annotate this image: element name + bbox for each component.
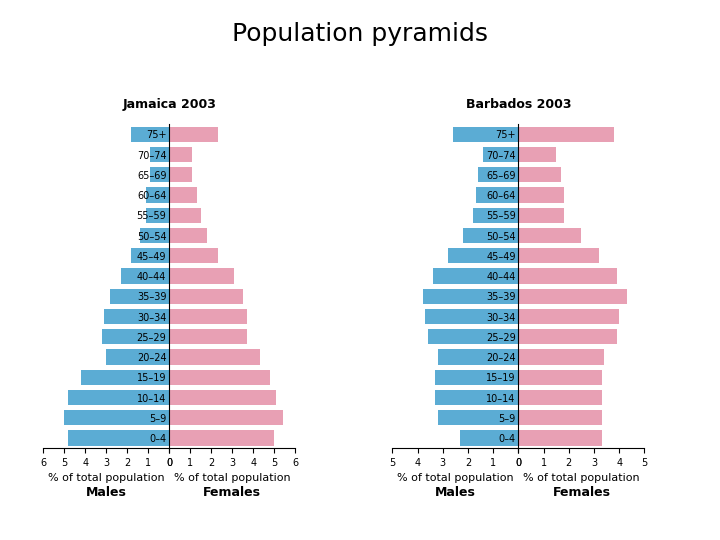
Bar bbox=[461, 430, 518, 445]
Bar bbox=[146, 187, 169, 202]
Bar bbox=[68, 430, 169, 445]
Bar bbox=[169, 248, 217, 264]
Bar bbox=[81, 370, 169, 385]
Bar bbox=[518, 167, 562, 183]
Bar bbox=[107, 349, 169, 364]
Text: Females: Females bbox=[203, 486, 261, 499]
Bar bbox=[169, 289, 243, 304]
Bar bbox=[425, 309, 518, 324]
Bar bbox=[518, 208, 564, 223]
Bar bbox=[150, 147, 169, 162]
Bar bbox=[518, 370, 601, 385]
Text: Barbados 2003: Barbados 2003 bbox=[466, 98, 571, 111]
Bar bbox=[169, 370, 270, 385]
Bar bbox=[140, 228, 169, 243]
Bar bbox=[518, 187, 564, 202]
Bar bbox=[463, 228, 518, 243]
Bar bbox=[435, 390, 518, 405]
Bar bbox=[102, 329, 169, 345]
Bar bbox=[518, 349, 604, 364]
Bar bbox=[518, 289, 626, 304]
Bar bbox=[64, 410, 169, 426]
Bar bbox=[428, 329, 518, 345]
Text: Males: Males bbox=[435, 486, 476, 499]
Bar bbox=[169, 268, 234, 284]
Bar bbox=[169, 349, 259, 364]
Bar bbox=[169, 410, 283, 426]
Bar bbox=[475, 187, 518, 202]
Bar bbox=[478, 167, 518, 183]
Bar bbox=[518, 410, 601, 426]
Bar bbox=[473, 208, 518, 223]
Bar bbox=[169, 228, 207, 243]
Bar bbox=[453, 127, 518, 142]
Bar bbox=[169, 329, 247, 345]
X-axis label: % of total population: % of total population bbox=[174, 474, 290, 483]
Bar bbox=[518, 390, 601, 405]
Text: Population pyramids: Population pyramids bbox=[232, 22, 488, 45]
Bar bbox=[150, 167, 169, 183]
Bar bbox=[448, 248, 518, 264]
Bar bbox=[518, 248, 599, 264]
Bar bbox=[169, 147, 192, 162]
Bar bbox=[169, 309, 247, 324]
Bar bbox=[518, 430, 601, 445]
Bar bbox=[518, 127, 614, 142]
Bar bbox=[438, 410, 518, 426]
Bar bbox=[438, 349, 518, 364]
Bar bbox=[131, 127, 169, 142]
Bar bbox=[121, 268, 169, 284]
Bar bbox=[518, 329, 616, 345]
Bar bbox=[68, 390, 169, 405]
Bar bbox=[169, 390, 276, 405]
Bar bbox=[169, 167, 192, 183]
Bar bbox=[518, 147, 556, 162]
X-axis label: % of total population: % of total population bbox=[523, 474, 639, 483]
Bar bbox=[518, 268, 616, 284]
Bar bbox=[169, 187, 197, 202]
Text: Females: Females bbox=[552, 486, 611, 499]
Bar bbox=[169, 430, 274, 445]
Bar bbox=[518, 228, 582, 243]
Bar bbox=[518, 309, 619, 324]
Bar bbox=[435, 370, 518, 385]
X-axis label: % of total population: % of total population bbox=[48, 474, 164, 483]
Bar bbox=[169, 208, 201, 223]
Bar bbox=[423, 289, 518, 304]
X-axis label: % of total population: % of total population bbox=[397, 474, 513, 483]
Text: Jamaica 2003: Jamaica 2003 bbox=[122, 98, 216, 111]
Bar bbox=[104, 309, 169, 324]
Bar bbox=[131, 248, 169, 264]
Bar bbox=[110, 289, 169, 304]
Bar bbox=[146, 208, 169, 223]
Bar bbox=[483, 147, 518, 162]
Text: Males: Males bbox=[86, 486, 127, 499]
Bar bbox=[169, 127, 217, 142]
Bar bbox=[433, 268, 518, 284]
